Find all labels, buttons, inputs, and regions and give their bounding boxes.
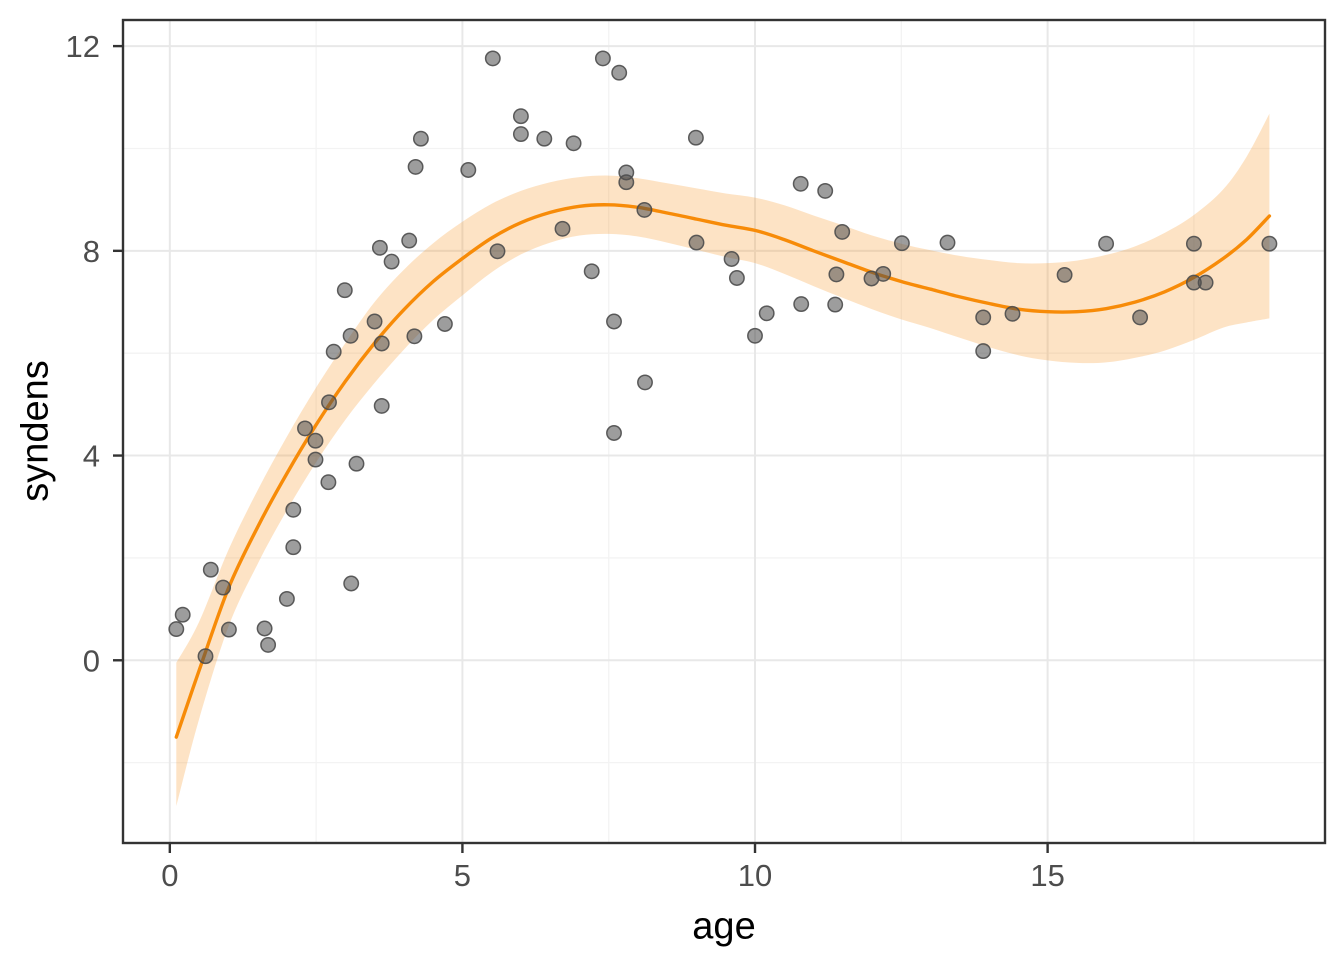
panel-border	[121, 18, 1327, 845]
data-point	[220, 621, 237, 638]
data-point	[460, 162, 477, 178]
data-point	[583, 263, 600, 280]
data-point	[975, 309, 992, 326]
data-point	[606, 313, 622, 330]
x-axis-title: age	[692, 905, 756, 948]
confidence-ribbon	[176, 113, 1270, 807]
data-point	[307, 451, 324, 468]
data-point	[728, 270, 745, 286]
data-point	[371, 239, 388, 256]
data-point	[1261, 235, 1278, 252]
data-point	[336, 282, 353, 299]
data-point	[215, 579, 232, 596]
data-point	[793, 296, 810, 313]
data-point	[687, 129, 704, 146]
data-point	[285, 539, 302, 556]
data-point	[484, 50, 501, 67]
data-point	[1185, 235, 1202, 252]
data-point	[512, 126, 529, 143]
data-point	[489, 243, 506, 260]
data-point	[406, 328, 423, 345]
data-point	[285, 501, 302, 518]
data-point	[939, 234, 956, 251]
data-point	[536, 130, 553, 147]
data-point	[512, 108, 529, 125]
data-point	[373, 397, 390, 414]
data-point	[1132, 309, 1149, 326]
data-point	[1004, 305, 1021, 322]
y-tick-label: 4	[83, 439, 100, 474]
y-tick-label: 0	[83, 643, 100, 678]
y-tick-label: 8	[83, 234, 100, 269]
data-point	[758, 305, 775, 322]
data-point	[278, 590, 295, 607]
data-point	[401, 232, 418, 249]
data-point	[343, 575, 360, 592]
data-point	[618, 174, 635, 191]
data-point	[875, 265, 892, 282]
data-point	[594, 50, 611, 67]
data-point	[256, 620, 273, 637]
data-point	[637, 374, 653, 391]
data-point	[342, 327, 359, 344]
data-point	[827, 296, 844, 313]
y-tick-label: 12	[66, 29, 100, 64]
x-tick-label: 15	[1030, 858, 1064, 893]
data-point	[834, 223, 851, 240]
data-point	[1197, 274, 1214, 291]
data-point	[297, 420, 313, 437]
x-tick-label: 0	[161, 858, 178, 893]
data-point	[260, 636, 277, 653]
data-point	[688, 234, 705, 251]
data-point	[636, 201, 653, 218]
data-point	[174, 606, 191, 623]
data-point	[893, 235, 910, 252]
data-point	[197, 648, 214, 665]
data-point	[412, 130, 429, 147]
smooth-line	[174, 203, 1272, 739]
data-point	[828, 266, 845, 283]
data-point	[373, 335, 390, 352]
data-point	[975, 343, 992, 360]
data-point	[407, 158, 424, 175]
y-axis-title: syndens	[14, 360, 57, 502]
data-point	[606, 425, 622, 441]
x-tick-label: 5	[454, 858, 471, 893]
data-point	[202, 561, 219, 578]
panel-background	[123, 20, 1325, 843]
data-point	[307, 432, 324, 449]
data-point	[565, 135, 582, 152]
data-point	[747, 327, 763, 344]
data-point	[321, 394, 337, 411]
data-point	[817, 182, 834, 199]
data-point	[366, 313, 383, 330]
data-point	[348, 455, 365, 472]
data-point	[383, 253, 400, 270]
data-point	[554, 220, 571, 237]
data-point	[320, 474, 337, 491]
data-point	[792, 175, 809, 192]
data-point	[325, 343, 342, 360]
data-point	[611, 64, 628, 81]
data-point	[723, 251, 740, 267]
data-point	[436, 316, 453, 332]
data-point	[1056, 266, 1073, 283]
data-point	[168, 621, 185, 638]
data-point	[1098, 235, 1115, 252]
x-tick-label: 10	[738, 858, 772, 893]
